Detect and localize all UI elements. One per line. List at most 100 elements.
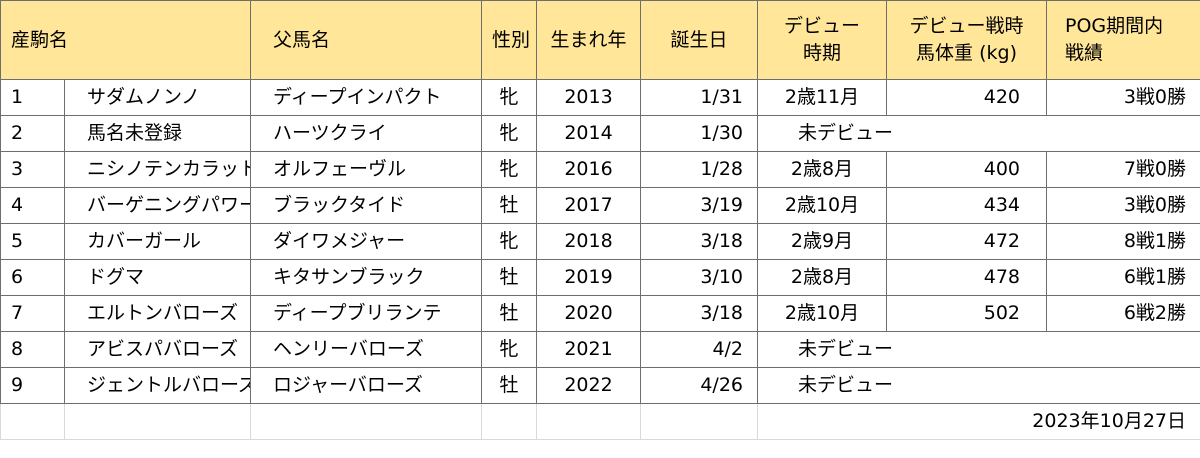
row-number: 1 <box>0 79 65 116</box>
sex: 牡 <box>481 259 538 296</box>
debut-weight: 472 <box>886 223 1048 260</box>
sire-name: ディープブリランテ <box>250 295 483 332</box>
row-number: 7 <box>0 295 65 332</box>
birth-year: 2019 <box>536 259 642 296</box>
birth-year: 2022 <box>536 367 642 404</box>
debut-weight: 478 <box>886 259 1048 296</box>
table-row: 6 ドグマ キタサンブラック 牡 2019 3/10 2歳8月 478 6戦1勝 <box>0 259 1200 296</box>
birthday: 1/31 <box>640 79 759 116</box>
row-number: 2 <box>0 115 65 152</box>
pog-record: 6戦1勝 <box>1046 259 1200 296</box>
header-weight-line1: デビュー戦時 <box>909 15 1024 38</box>
empty-cell <box>536 403 642 440</box>
birth-year: 2018 <box>536 223 642 260</box>
horse-name: ニシノテンカラット <box>63 151 252 188</box>
header-record-line2: 戦績 <box>1065 42 1104 64</box>
header-debut-period: デビュー 時期 <box>757 0 888 80</box>
pog-record: 8戦1勝 <box>1046 223 1200 260</box>
header-pog-record: POG期間内 戦績 <box>1046 0 1200 80</box>
debut-weight: 502 <box>886 295 1048 332</box>
row-number: 3 <box>0 151 65 188</box>
birth-year: 2021 <box>536 331 642 368</box>
table-row: 5 カバーガール ダイワメジャー 牝 2018 3/18 2歳9月 472 8戦… <box>0 223 1200 260</box>
birth-year: 2014 <box>536 115 642 152</box>
header-record-line1: POG期間内 <box>1065 15 1164 38</box>
header-sex: 性別 <box>481 0 538 80</box>
birthday: 1/28 <box>640 151 759 188</box>
birth-year: 2013 <box>536 79 642 116</box>
debut-weight: 420 <box>886 79 1048 116</box>
header-row: 産駒名 父馬名 性別 生まれ年 誕生日 デビュー 時期 デビュー戦時 馬体重 (… <box>0 0 1200 80</box>
sex: 牝 <box>481 331 538 368</box>
header-debut-line2: 時期 <box>803 42 842 64</box>
sex: 牝 <box>481 223 538 260</box>
debut-period: 未デビュー <box>757 331 1200 368</box>
debut-period: 未デビュー <box>757 115 1200 152</box>
horse-name: アビスパバローズ <box>63 331 252 368</box>
header-birth-year: 生まれ年 <box>536 0 642 80</box>
row-number: 5 <box>0 223 65 260</box>
debut-weight: 434 <box>886 187 1048 224</box>
header-debut-weight: デビュー戦時 馬体重 (kg) <box>886 0 1048 80</box>
table-row: 8 アビスパバローズ ヘンリーバローズ 牝 2021 4/2 未デビュー <box>0 331 1200 368</box>
pog-record: 3戦0勝 <box>1046 79 1200 116</box>
table-row: 2 馬名未登録 ハーツクライ 牝 2014 1/30 未デビュー <box>0 115 1200 152</box>
debut-period: 2歳10月 <box>757 187 888 224</box>
table-row: 4 バーゲニングパワー ブラックタイド 牡 2017 3/19 2歳10月 43… <box>0 187 1200 224</box>
sex: 牝 <box>481 115 538 152</box>
sire-name: ヘンリーバローズ <box>250 331 483 368</box>
pog-record: 3戦0勝 <box>1046 187 1200 224</box>
header-debut-line1: デビュー <box>784 15 861 38</box>
debut-period: 2歳10月 <box>757 295 888 332</box>
table-row: 9 ジェントルバローズ ロジャーバローズ 牡 2022 4/26 未デビュー <box>0 367 1200 404</box>
birthday: 1/30 <box>640 115 759 152</box>
sex: 牝 <box>481 151 538 188</box>
birthday: 3/10 <box>640 259 759 296</box>
footer-date: 2023年10月27日 <box>757 403 1200 440</box>
debut-period: 2歳8月 <box>757 151 888 188</box>
header-sire-name: 父馬名 <box>250 0 483 80</box>
sire-name: キタサンブラック <box>250 259 483 296</box>
header-weight-line2: 馬体重 (kg) <box>916 42 1017 64</box>
debut-period: 未デビュー <box>757 367 1200 404</box>
sex: 牡 <box>481 295 538 332</box>
horse-name: ジェントルバローズ <box>63 367 252 404</box>
row-number: 6 <box>0 259 65 296</box>
sex: 牝 <box>481 79 538 116</box>
pog-record: 6戦2勝 <box>1046 295 1200 332</box>
birthday: 3/18 <box>640 223 759 260</box>
pog-record: 7戦0勝 <box>1046 151 1200 188</box>
sire-name: オルフェーヴル <box>250 151 483 188</box>
progeny-table: 産駒名 父馬名 性別 生まれ年 誕生日 デビュー 時期 デビュー戦時 馬体重 (… <box>0 0 1200 440</box>
debut-period: 2歳11月 <box>757 79 888 116</box>
table-row: 7 エルトンバローズ ディープブリランテ 牡 2020 3/18 2歳10月 5… <box>0 295 1200 332</box>
birth-year: 2017 <box>536 187 642 224</box>
horse-name: 馬名未登録 <box>63 115 252 152</box>
sire-name: ディープインパクト <box>250 79 483 116</box>
birthday: 3/18 <box>640 295 759 332</box>
sire-name: ロジャーバローズ <box>250 367 483 404</box>
sex: 牡 <box>481 187 538 224</box>
birthday: 4/26 <box>640 367 759 404</box>
header-horse-name: 産駒名 <box>0 0 252 80</box>
row-number: 9 <box>0 367 65 404</box>
empty-cell <box>0 403 65 440</box>
row-number: 8 <box>0 331 65 368</box>
sire-name: ダイワメジャー <box>250 223 483 260</box>
birthday: 3/19 <box>640 187 759 224</box>
horse-name: エルトンバローズ <box>63 295 252 332</box>
horse-name: ドグマ <box>63 259 252 296</box>
empty-cell <box>250 403 483 440</box>
table-row: 1 サダムノンノ ディープインパクト 牝 2013 1/31 2歳11月 420… <box>0 79 1200 116</box>
birthday: 4/2 <box>640 331 759 368</box>
empty-cell <box>640 403 759 440</box>
birth-year: 2016 <box>536 151 642 188</box>
sire-name: ハーツクライ <box>250 115 483 152</box>
debut-period: 2歳9月 <box>757 223 888 260</box>
row-number: 4 <box>0 187 65 224</box>
birth-year: 2020 <box>536 295 642 332</box>
empty-cell <box>481 403 538 440</box>
sex: 牡 <box>481 367 538 404</box>
empty-cell <box>63 403 252 440</box>
